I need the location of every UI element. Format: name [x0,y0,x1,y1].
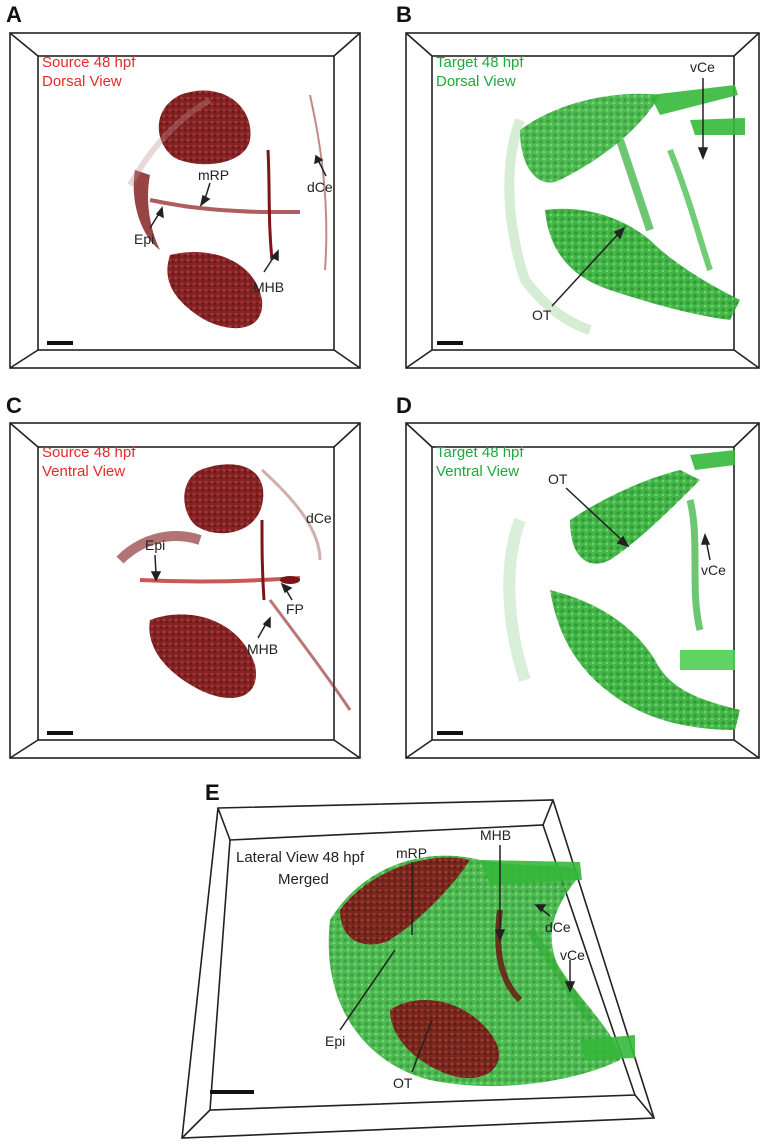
panel-b-arrows [551,78,709,307]
panel-c-label-fp: FP [286,601,304,617]
panel-a-title-line2: Dorsal View [42,73,122,90]
panel-b: B Target 48 hpf Dorsal View vCe OT [396,2,760,369]
panel-d-label-ot: OT [548,471,568,487]
panel-b-label-ot: OT [532,307,552,323]
panel-d-brain-render [503,450,740,730]
panel-d-arrows [565,487,711,561]
panel-c-letter: C [6,393,22,418]
panel-d-label-vce: vCe [701,562,726,578]
panel-d-box [405,422,760,759]
panel-e-letter: E [205,780,220,805]
panel-a-label-mhb: MHB [253,279,284,295]
panel-a: A Source 48 hpf Dorsal View mRP dCe Epi [6,2,361,369]
panel-e-title-line2: Merged [278,871,329,888]
panel-c-brain-render [116,464,352,711]
panel-a-letter: A [6,2,22,27]
panel-a-brain-render [127,90,328,329]
panel-e: E Lateral View 48 hpf Merged mRP [181,780,656,1139]
panel-a-label-dce: dCe [307,179,333,195]
panel-e-label-mrp: mRP [396,845,427,861]
panel-c-label-epi: Epi [145,537,165,553]
panel-e-brain-render [328,855,635,1087]
panel-c-title-line1: Source 48 hpf [42,444,136,461]
panel-e-box [181,799,656,1139]
panel-c-label-mhb: MHB [247,641,278,657]
panel-b-title-line2: Dorsal View [436,73,516,90]
panel-b-label-vce: vCe [690,59,715,75]
panel-b-box [405,32,760,369]
panel-c: C Source 48 hpf Ventral View dCe Epi FP [6,393,361,759]
panel-d-letter: D [396,393,412,418]
panel-a-arrows [149,154,327,273]
panel-c-title-line2: Ventral View [42,463,125,480]
panel-b-title-line1: Target 48 hpf [436,54,524,71]
panel-d-title-line1: Target 48 hpf [436,444,524,461]
panel-e-label-ot: OT [393,1075,413,1091]
panel-b-letter: B [396,2,412,27]
panel-e-title-line1: Lateral View 48 hpf [236,849,365,866]
panel-a-label-epi: Epi [134,231,154,247]
panel-e-label-epi: Epi [325,1033,345,1049]
panel-a-box [9,32,361,369]
panel-c-label-dce: dCe [306,510,332,526]
panel-e-label-dce: dCe [545,919,571,935]
panel-a-label-mrp: mRP [198,167,229,183]
panel-e-label-mhb: MHB [480,827,511,843]
panel-b-brain-render [504,85,745,335]
panel-c-box [9,422,361,759]
panel-e-arrows [339,845,576,1073]
panel-d-title-line2: Ventral View [436,463,519,480]
panel-e-label-vce: vCe [560,947,585,963]
panel-a-title-line1: Source 48 hpf [42,54,136,71]
panel-d: D Target 48 hpf Ventral View OT vCe [396,393,760,759]
panel-c-arrows [150,554,293,639]
